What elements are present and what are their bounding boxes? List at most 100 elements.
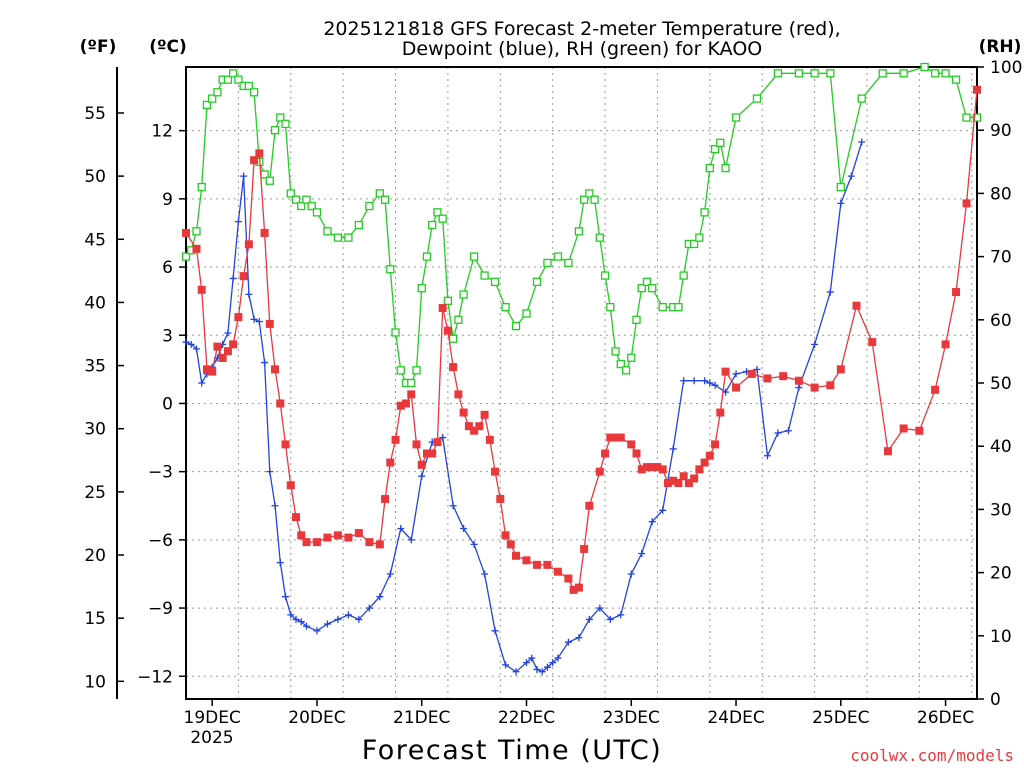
rh-point [490, 277, 500, 287]
temperature-point [491, 467, 500, 476]
rh-axis: 0 10 20 30 40 50 60 70 80 90 100 [977, 58, 1022, 710]
temperature-point [485, 435, 494, 444]
celsius-tick-label: 12 [151, 122, 173, 142]
temperature-point [532, 560, 541, 569]
rh-tick-label: 40 [990, 437, 1012, 457]
fahrenheit-tick-label: 10 [84, 672, 106, 692]
temperature-point [354, 529, 363, 538]
temperature-point [915, 426, 924, 435]
rh-tick-label: 60 [990, 311, 1012, 331]
dewpoint-point [224, 329, 232, 337]
rh-point [302, 195, 311, 204]
temperature-point [501, 531, 510, 540]
rh-point [878, 69, 887, 78]
temperature-point [627, 440, 636, 449]
rh-point [899, 69, 908, 78]
rh-point [930, 69, 940, 78]
dewpoint-point [313, 627, 321, 635]
temperature-point [255, 149, 264, 158]
rh-tick-label: 30 [990, 500, 1012, 520]
temperature-point [459, 408, 468, 417]
rh-point [417, 284, 426, 293]
dewpoint-point [528, 654, 536, 662]
temperature-point [375, 540, 384, 549]
rh-point [590, 195, 599, 204]
rh-point [480, 271, 489, 280]
rh-point [270, 126, 280, 135]
temperature-point [836, 365, 845, 374]
rh-point [716, 138, 725, 147]
temperature-point [182, 228, 190, 237]
temperature-point [679, 472, 688, 481]
temperature-point [632, 449, 641, 458]
temperature-point [443, 326, 452, 335]
time-tick-label: 19DEC [184, 708, 241, 728]
rh-point [972, 113, 982, 122]
temperature-point [931, 385, 940, 394]
x-axis-label: Forecast Time (UTC) [362, 735, 663, 766]
dewpoint-point [795, 384, 803, 392]
temperature-point [585, 501, 594, 510]
rh-point [616, 359, 625, 369]
dewpoint-point [549, 659, 557, 667]
temperature-point [454, 390, 463, 399]
temperature-point [271, 365, 280, 374]
dewpoint-point [564, 638, 572, 646]
temperature-point [297, 531, 306, 540]
temperature-point [433, 438, 442, 447]
rh-point [407, 378, 416, 388]
rh-tick-label: 50 [990, 374, 1012, 394]
temperature-point [616, 433, 625, 442]
credit-label: coolwx.com/models [850, 746, 1014, 765]
rh-point [679, 271, 688, 280]
dewpoint-point [287, 611, 295, 619]
rh-point [564, 258, 573, 268]
rh-point [731, 113, 741, 122]
fahrenheit-tick-label: 55 [84, 104, 106, 124]
dewpoint-point [538, 668, 546, 676]
dewpoint-point [617, 611, 625, 619]
dewpoint-point [522, 659, 530, 667]
rh-point [962, 113, 971, 122]
rh-point [857, 94, 866, 103]
dewpoint-point [648, 518, 656, 526]
dewpoint-point [234, 218, 242, 226]
rh-point [648, 284, 657, 293]
rh-point [386, 265, 395, 274]
temperature-point [438, 303, 447, 312]
temperature-point [711, 440, 720, 449]
dewpoint-point [774, 429, 782, 437]
time-tick-label: 22DEC [498, 708, 555, 728]
rh-point [920, 62, 929, 72]
dewpoint-point [187, 340, 195, 348]
fahrenheit-tick-label: 35 [84, 357, 106, 377]
temperature-point [690, 474, 699, 483]
rh-point [192, 227, 201, 236]
dewpoint-point [606, 615, 614, 623]
temperature-point [234, 313, 243, 322]
temperature-point [732, 383, 741, 392]
dewpoint-point [297, 618, 305, 626]
fahrenheit-axis: 10 15 20 25 30 35 40 45 50 55 [84, 104, 124, 692]
rh-point [579, 195, 589, 204]
dewpoint-point [575, 634, 583, 642]
temperature-point [962, 199, 971, 208]
dewpoint-point [355, 615, 363, 623]
temperature-point [952, 288, 961, 297]
temperature-point [899, 424, 908, 433]
dewpoint-point [276, 559, 284, 567]
temperature-point [674, 479, 683, 488]
temperature-point [213, 342, 222, 351]
plot-frame [185, 66, 978, 700]
rh-point [396, 366, 405, 375]
temperature-point [695, 465, 704, 474]
temperature-point [512, 551, 521, 560]
temperature-point [192, 244, 201, 253]
rh-tick-label: 90 [990, 121, 1012, 141]
dewpoint-point [449, 502, 457, 510]
temperature-point [973, 85, 981, 94]
rh-point [454, 315, 463, 324]
celsius-tick-label: −12 [137, 667, 173, 687]
rh-series [181, 62, 982, 388]
rh-point [422, 252, 432, 261]
